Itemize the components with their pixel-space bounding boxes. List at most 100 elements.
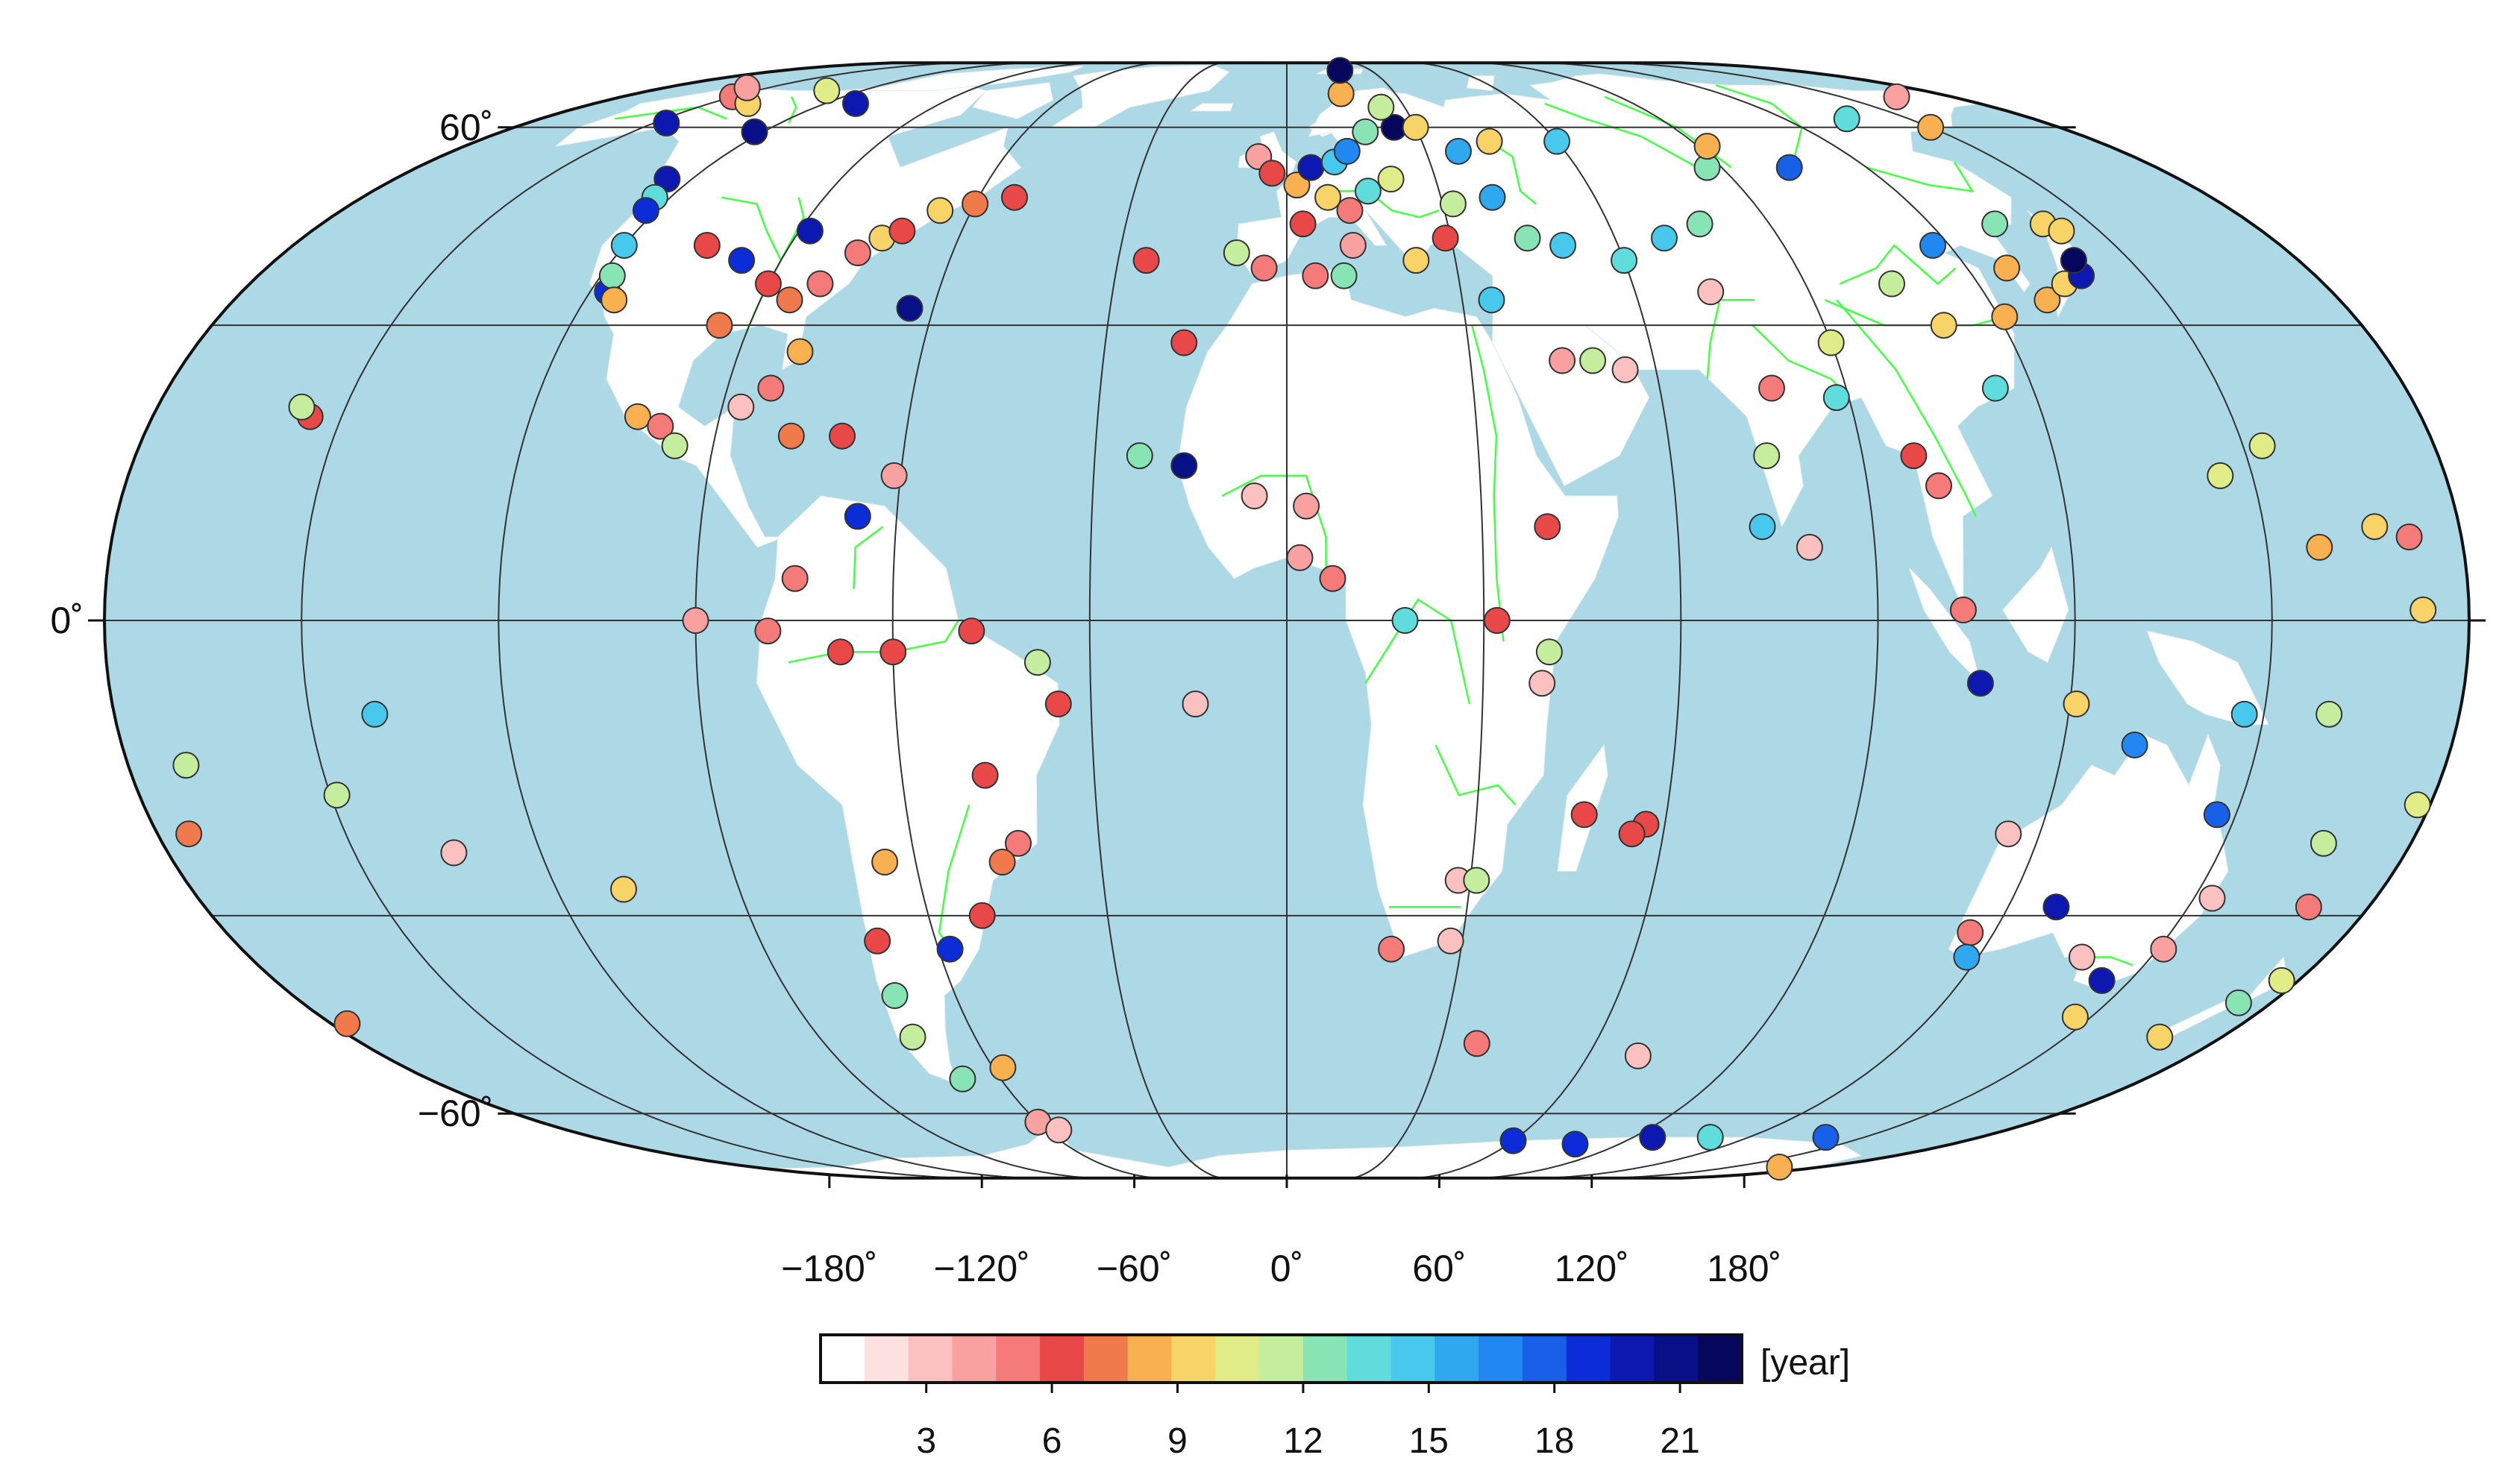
station-marker [1925, 472, 1952, 500]
station-marker [844, 503, 871, 530]
station-marker [598, 262, 626, 289]
station-marker [2268, 966, 2295, 994]
station-marker [1817, 329, 1845, 356]
colorbar-ticks: 3 6 9 12 15 18 21 [916, 1383, 1700, 1461]
station-marker [1953, 943, 1981, 971]
station-marker [844, 239, 871, 266]
station-marker [601, 286, 628, 314]
station-marker [733, 74, 761, 101]
station-marker [1479, 183, 1506, 211]
station-marker [1796, 533, 1823, 561]
station-marker [1991, 303, 2019, 330]
river-missouri [721, 196, 782, 261]
station-marker [741, 118, 768, 145]
station-marker [958, 617, 985, 645]
station-marker [288, 393, 316, 421]
station-marker [2088, 966, 2116, 994]
station-marker [1333, 137, 1361, 165]
station-marker [610, 875, 637, 903]
station-marker [2146, 1023, 2174, 1051]
station-marker [1639, 1124, 1666, 1151]
station-marker [1561, 1131, 1589, 1158]
river-niger [1221, 474, 1327, 579]
station-marker [2068, 943, 2095, 971]
station-marker [682, 607, 709, 634]
landmass-baffin [972, 82, 1053, 119]
station-marker [1378, 935, 1405, 963]
station-marker [1283, 172, 1311, 199]
colorbar-border [819, 1333, 1743, 1384]
station-marker [962, 190, 989, 218]
lon-label: −120˚ [934, 1248, 1030, 1289]
map-frame [102, 61, 2471, 1180]
station-marker [2361, 513, 2389, 541]
station-marker [1930, 312, 1957, 339]
station-marker [786, 338, 814, 365]
station-marker [1624, 1042, 1652, 1069]
colorbar-tick-label: 9 [1167, 1421, 1188, 1461]
colorbar-swatch [1346, 1335, 1392, 1383]
station-marker [1570, 801, 1598, 829]
station-marker [1377, 166, 1405, 193]
river-mekong [1836, 299, 1977, 517]
station-marker [706, 312, 733, 339]
station-marker [1900, 442, 1928, 470]
colorbar-swatch [1522, 1335, 1567, 1383]
station-marker [1966, 670, 1994, 697]
colorbar-swatch [1302, 1335, 1348, 1383]
station-marker [1170, 452, 1198, 480]
colorbar-swatch [1127, 1335, 1173, 1383]
station-marker [1476, 128, 1503, 155]
river-amur [1866, 161, 1975, 192]
station-marker [926, 197, 954, 224]
station-marker [2295, 893, 2322, 921]
station-marker [440, 839, 468, 867]
station-marker [1330, 262, 1358, 289]
station-marker [988, 849, 1016, 875]
station-marker [1126, 442, 1153, 470]
lon-label: 0˚ [1270, 1248, 1303, 1289]
colorbar-swatch [1259, 1335, 1304, 1383]
station-marker [1241, 482, 1268, 509]
station-marker [971, 761, 999, 789]
station-marker [1250, 254, 1278, 282]
station-marker [881, 982, 909, 1009]
station-marker [1391, 607, 1419, 634]
station-marker [1044, 691, 1072, 717]
station-marker [1001, 183, 1028, 211]
station-marker [2150, 935, 2177, 963]
station-marker [1981, 374, 2009, 402]
river-lena [1715, 84, 1803, 157]
colorbar-swatch [1698, 1335, 1743, 1383]
colorbar-swatch [1040, 1335, 1085, 1383]
landmass-borneo [2002, 546, 2069, 663]
station-marker [1463, 867, 1490, 894]
station-marker [2063, 691, 2090, 717]
station-marker [1314, 183, 1342, 211]
colorbar-swatch [1566, 1335, 1611, 1383]
station-marker [1993, 254, 2021, 282]
station-marker [1528, 670, 1556, 697]
station-marker [2409, 596, 2437, 623]
station-marker [1170, 329, 1198, 356]
landmass-iceland [1189, 103, 1234, 112]
colorbar-tick-label: 18 [1534, 1421, 1574, 1461]
lon-label: 120˚ [1555, 1248, 1629, 1289]
station-marker [1919, 232, 1946, 259]
station-marker [1045, 1116, 1073, 1144]
station-marker [1132, 247, 1160, 274]
station-marker [1289, 210, 1317, 238]
station-marker [1753, 442, 1781, 470]
station-marker [1258, 160, 1286, 187]
station-marker [2203, 801, 2230, 829]
station-marker [968, 902, 996, 929]
station-marker [1478, 286, 1505, 314]
colorbar-tick-label: 21 [1660, 1421, 1699, 1461]
station-marker [1981, 210, 2009, 238]
station-marker [936, 935, 964, 963]
station-marker [175, 820, 203, 848]
colorbar-tick-label: 6 [1042, 1421, 1062, 1461]
station-marker [1611, 356, 1639, 383]
station-marker [949, 1065, 976, 1092]
station-marker [1766, 1154, 1793, 1180]
